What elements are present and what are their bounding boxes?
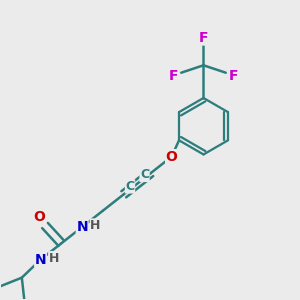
Text: F: F (199, 31, 208, 45)
Text: C: C (125, 180, 135, 193)
Text: F: F (169, 69, 178, 83)
Text: H: H (49, 252, 59, 265)
Text: H: H (90, 219, 101, 232)
Text: C: C (140, 169, 149, 182)
Text: O: O (166, 150, 178, 164)
Text: N: N (35, 253, 46, 267)
Text: O: O (34, 210, 46, 224)
Text: F: F (229, 69, 238, 83)
Text: N: N (76, 220, 88, 234)
